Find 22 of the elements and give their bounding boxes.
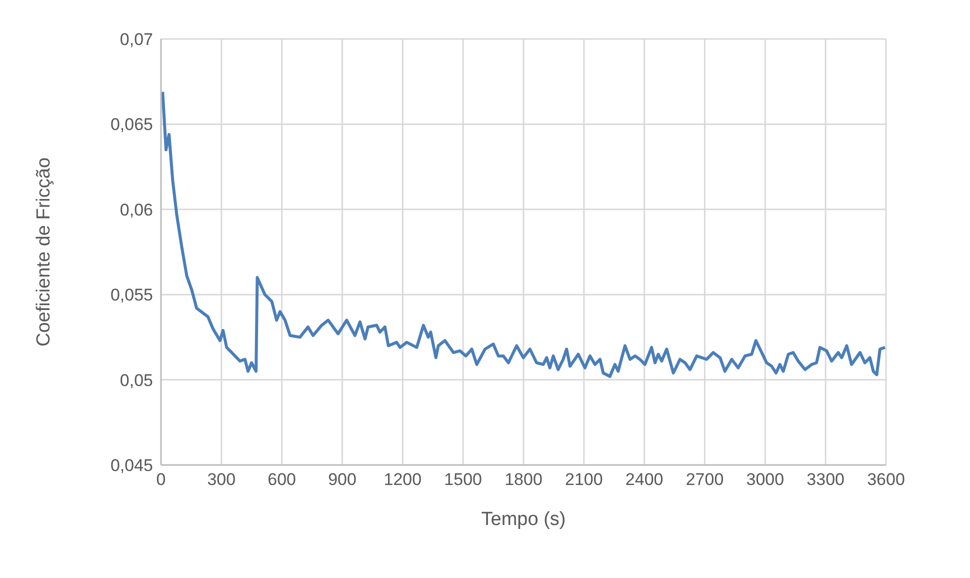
x-tick-label: 0	[156, 470, 166, 490]
x-axis-title: Tempo (s)	[481, 509, 566, 530]
x-tick-label: 1500	[444, 470, 482, 490]
x-tick-label: 2100	[565, 470, 603, 490]
y-tick-label: 0,045	[110, 456, 153, 476]
x-tick-label: 1800	[504, 470, 542, 490]
x-tick-label: 3300	[806, 470, 844, 490]
x-tick-label: 3600	[867, 470, 905, 490]
x-tick-label: 300	[207, 470, 236, 490]
x-tick-label: 2700	[686, 470, 724, 490]
y-tick-label: 0,06	[120, 200, 153, 220]
y-tick-label: 0,065	[110, 115, 153, 134]
line-series	[161, 90, 886, 378]
x-tick-label: 1200	[384, 470, 422, 490]
x-tick-label: 900	[328, 470, 356, 490]
y-axis-title: Coeficiente de Fricção	[34, 157, 55, 347]
y-tick-label: 0,07	[120, 30, 153, 50]
x-tick-label: 600	[268, 470, 296, 490]
x-tick-label: 3000	[746, 470, 784, 490]
y-tick-label: 0,055	[110, 286, 153, 305]
x-tick-label: 2400	[625, 470, 664, 490]
y-tick-label: 0,05	[120, 370, 153, 390]
